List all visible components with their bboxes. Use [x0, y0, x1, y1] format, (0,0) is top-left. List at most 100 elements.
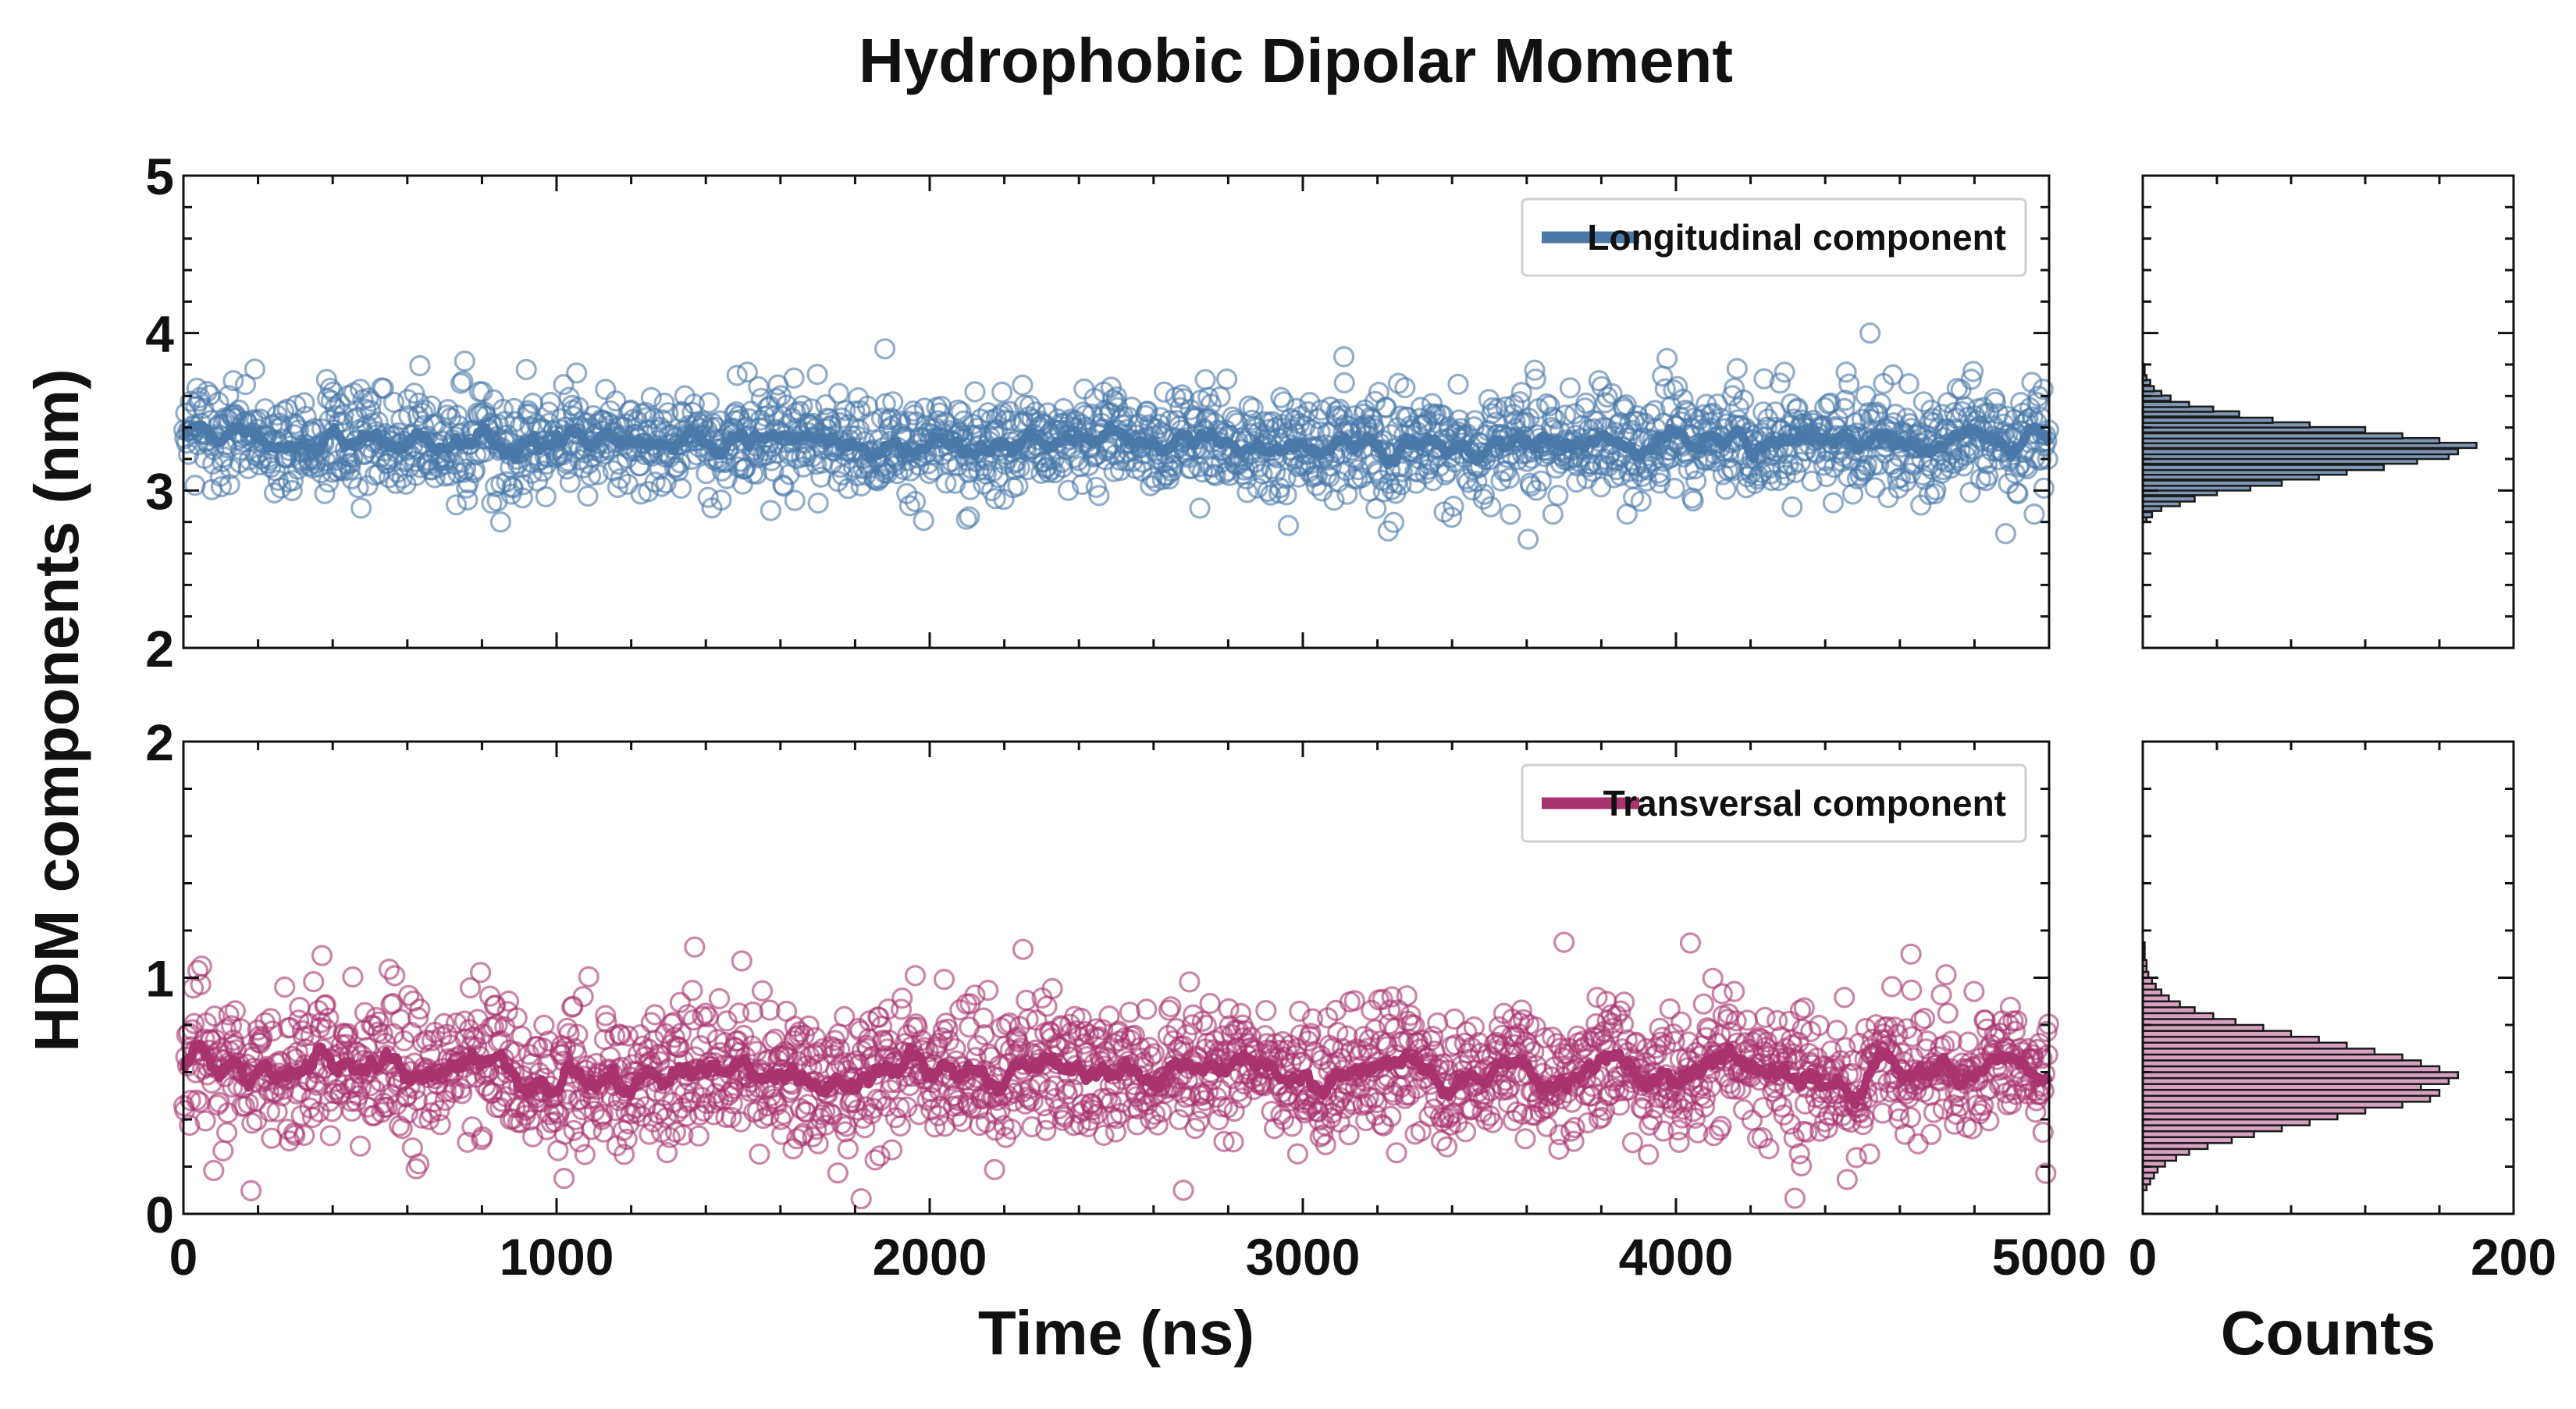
longitudinal-point — [1209, 386, 1231, 407]
longitudinal-point — [697, 486, 719, 508]
transversal-point — [1199, 992, 1221, 1015]
transversal-point — [984, 1158, 1005, 1180]
longitudinal-point — [382, 391, 405, 413]
longitudinal-panel-ytick-label: 4 — [145, 305, 174, 363]
longitudinal-point — [984, 488, 1006, 510]
longitudinal-point — [1189, 497, 1211, 519]
transversal-point — [681, 980, 703, 1002]
longitudinal-point — [1510, 382, 1532, 404]
longitudinal-point — [955, 508, 977, 530]
longitudinal-point — [1525, 368, 1546, 390]
longitudinal-point — [577, 485, 599, 507]
longitudinal-point — [887, 463, 909, 485]
longitudinal-point — [1333, 372, 1355, 393]
longitudinal-point — [1685, 470, 1707, 492]
transversal-point — [731, 950, 753, 972]
longitudinal-point — [1959, 481, 1981, 503]
longitudinal-point — [985, 407, 1008, 429]
longitudinal-point — [784, 489, 806, 511]
transversal-point — [303, 970, 325, 993]
longitudinal-point — [1596, 386, 1618, 408]
transversal-point — [933, 968, 955, 991]
longitudinal-point — [339, 459, 361, 481]
longitudinal-point — [535, 486, 557, 508]
transversal-point — [904, 965, 927, 987]
longitudinal-point — [1480, 496, 1502, 518]
longitudinal-point — [358, 387, 379, 409]
longitudinal-point — [1364, 390, 1386, 412]
longitudinal-point — [1139, 475, 1162, 496]
longitudinal-histogram-bar — [2141, 511, 2154, 518]
longitudinal-point — [640, 386, 662, 408]
longitudinal-point — [635, 407, 657, 429]
transversal-point — [1724, 980, 1745, 1002]
longitudinal-point — [186, 377, 208, 399]
longitudinal-point — [272, 400, 295, 422]
transversal-point — [1679, 932, 1702, 954]
longitudinal-point — [1564, 403, 1585, 425]
transversal-point — [1338, 1124, 1360, 1146]
legend-layer: Longitudinal component Transversal compon… — [1521, 197, 2027, 843]
longitudinal-point — [1663, 477, 1685, 500]
transversal-point — [749, 1143, 770, 1165]
longitudinal-legend-label: Longitudinal component — [1587, 217, 2006, 258]
transversal-point — [864, 1149, 886, 1171]
longitudinal-point — [357, 475, 379, 496]
longitudinal-point — [1733, 389, 1755, 411]
transversal-point — [342, 966, 364, 988]
longitudinal-point — [1270, 386, 1292, 408]
longitudinal-point — [1630, 490, 1652, 512]
transversal-point — [1826, 1019, 1848, 1041]
longitudinal-point — [1898, 373, 1920, 395]
transversal-panel-xtick-label: 4000 — [1619, 1228, 1734, 1286]
longitudinal-point — [1153, 381, 1176, 403]
longitudinal-point — [1390, 474, 1412, 496]
longitudinal-point — [1265, 461, 1286, 483]
longitudinal-point — [1760, 469, 1783, 492]
longitudinal-point — [445, 494, 468, 516]
transversal-point — [349, 1135, 372, 1157]
longitudinal-point — [987, 467, 1009, 489]
longitudinal-point — [1440, 506, 1463, 528]
longitudinal-point — [1009, 457, 1030, 479]
longitudinal-point — [1682, 490, 1704, 512]
longitudinal-histogram-bar — [2141, 448, 2460, 456]
longitudinal-point — [834, 400, 856, 422]
transversal-point — [1564, 1116, 1585, 1139]
longitudinal-point — [991, 381, 1013, 403]
transversal-point — [1963, 980, 1985, 1002]
transversal-point — [1621, 1132, 1643, 1154]
longitudinal-point — [218, 385, 240, 407]
longitudinal-point — [385, 472, 407, 494]
longitudinal-point — [1601, 382, 1623, 404]
transversal-point — [684, 936, 706, 958]
transversal-point — [274, 976, 296, 998]
longitudinal-point — [873, 338, 896, 360]
transversal-histogram-bars — [2141, 941, 2460, 1192]
longitudinal-point — [1224, 409, 1247, 432]
longitudinal-point — [347, 477, 369, 499]
transversal-point — [827, 1162, 849, 1184]
longitudinal-point — [1530, 470, 1552, 492]
longitudinal-point — [1517, 528, 1539, 550]
transversal-point — [1784, 1187, 1806, 1209]
longitudinal-point — [1299, 391, 1321, 414]
transversal-point — [837, 1138, 859, 1160]
transversal-point — [708, 987, 731, 1010]
transversal-point — [1935, 964, 1957, 986]
longitudinal-point — [1236, 482, 1258, 503]
longitudinal-point — [1785, 461, 1807, 484]
longitudinal-point — [1559, 377, 1582, 399]
transversal-point — [1514, 1128, 1536, 1150]
longitudinal-point — [1677, 401, 1699, 423]
longitudinal-point — [838, 414, 860, 436]
longitudinal-point — [1994, 522, 2016, 545]
transversal-point — [1836, 1169, 1858, 1190]
longitudinal-point — [1473, 483, 1496, 505]
longitudinal-point — [322, 381, 344, 403]
transversal-point — [553, 1167, 575, 1190]
longitudinal-point — [350, 497, 372, 519]
longitudinal-point — [831, 464, 853, 486]
longitudinal-point — [1141, 467, 1163, 489]
